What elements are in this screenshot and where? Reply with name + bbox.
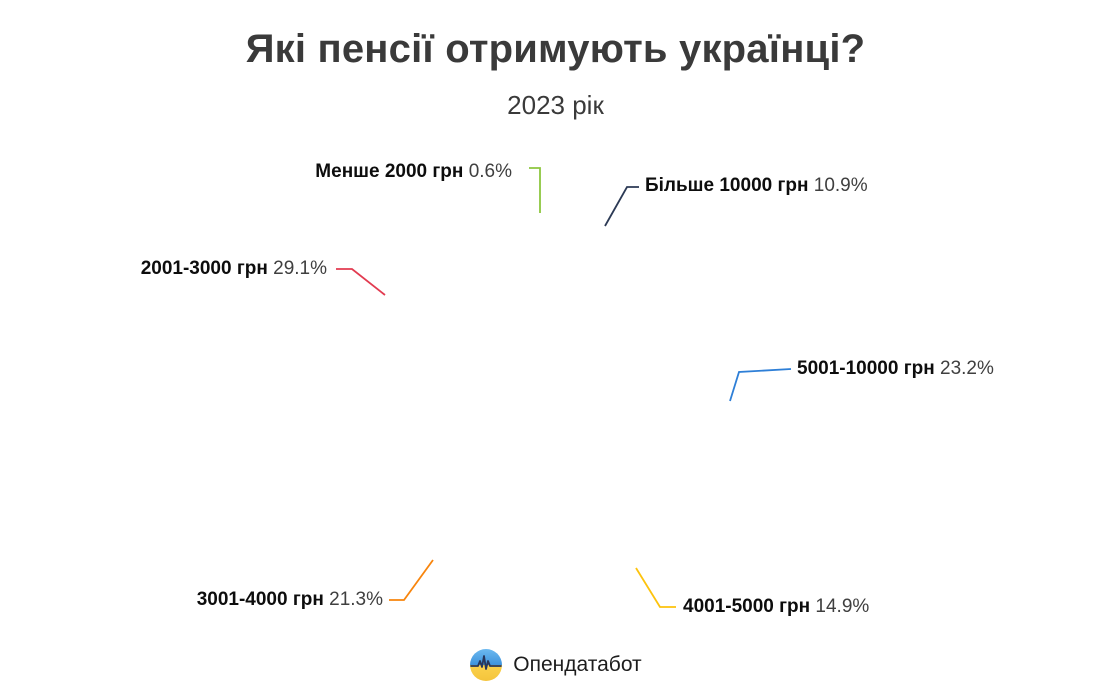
chart-title: Які пенсії отримують українці? <box>245 27 866 71</box>
segment-range-text: 3001-4000 грн <box>196 589 324 610</box>
segment-range-text: 5001-10000 грн <box>797 358 935 379</box>
leader-line-2 <box>729 368 792 402</box>
segment-percent-text: 29.1% <box>273 258 327 279</box>
segment-percent-text: 14.9% <box>815 596 870 617</box>
leader-line-1 <box>604 186 639 227</box>
segment-range-text: 2001-3000 грн <box>140 258 268 279</box>
leader-line-0 <box>529 167 541 213</box>
brand-name: Опендатабот <box>513 653 642 676</box>
opendatabot-logo-icon <box>470 649 503 681</box>
segment-percent-text: 10.9% <box>813 175 868 196</box>
segment-label-5001-10000: 5001-10000 грн 23.2% <box>797 356 994 382</box>
segment-label-4001-5000: 4001-5000 грн 14.9% <box>683 594 869 620</box>
segment-percent-text: 23.2% <box>940 358 994 379</box>
segment-range-text: Менше 2000 грн <box>315 161 464 182</box>
leader-line-4 <box>389 559 434 601</box>
leader-line-5 <box>336 268 386 296</box>
segment-range-text: Більше 10000 грн <box>645 175 809 196</box>
segment-label-less-2000: Менше 2000 грн 0.6% <box>315 159 512 185</box>
segment-percent-text: 0.6% <box>468 161 512 182</box>
segment-range-text: 4001-5000 грн <box>683 596 811 617</box>
segment-percent-text: 21.3% <box>329 589 383 610</box>
segment-label-more-10000: Більше 10000 грн 10.9% <box>645 173 868 199</box>
segment-label-3001-4000: 3001-4000 грн 21.3% <box>197 587 383 613</box>
segment-label-2001-3000: 2001-3000 грн 29.1% <box>141 256 327 282</box>
leader-lines-group <box>336 167 792 608</box>
brand-footer: Опендатабот <box>0 648 1111 682</box>
chart-subtitle: 2023 рік <box>507 90 604 120</box>
donut-segments-group <box>365 215 691 585</box>
leader-line-3 <box>635 567 676 608</box>
